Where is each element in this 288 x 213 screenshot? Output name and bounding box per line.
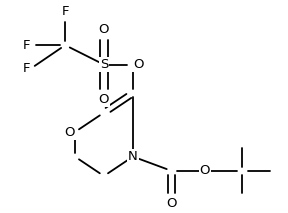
Text: O: O: [65, 125, 75, 139]
Text: S: S: [100, 58, 108, 71]
Text: O: O: [166, 197, 177, 210]
Text: O: O: [133, 58, 143, 71]
Text: O: O: [200, 164, 210, 177]
Text: F: F: [61, 4, 69, 17]
Text: O: O: [99, 23, 109, 36]
Text: N: N: [128, 150, 138, 163]
Text: F: F: [23, 39, 31, 52]
Text: O: O: [99, 93, 109, 106]
Text: F: F: [23, 62, 31, 75]
